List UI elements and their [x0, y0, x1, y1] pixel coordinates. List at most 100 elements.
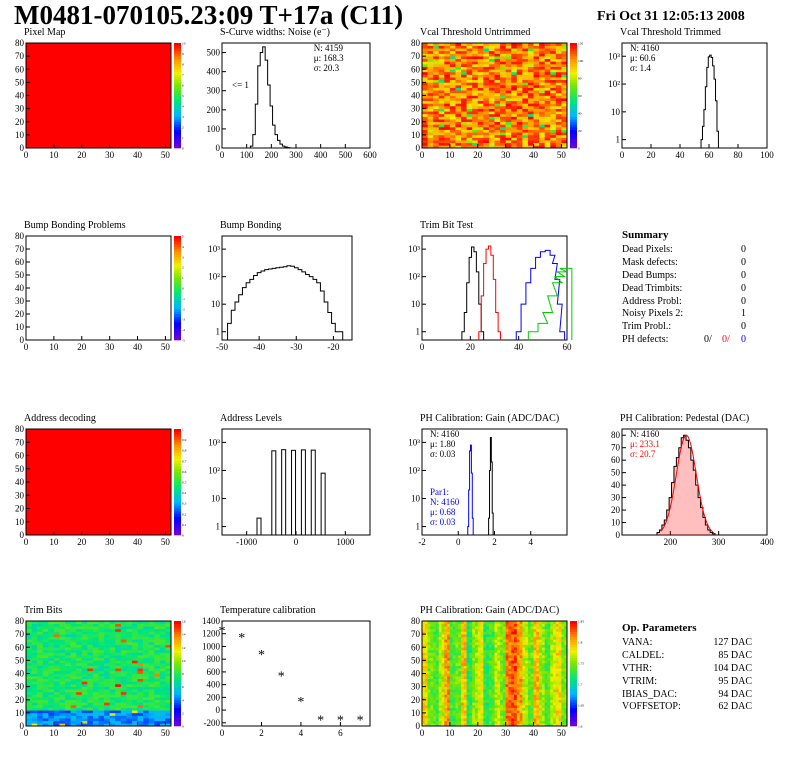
heatmap-cell [461, 689, 465, 693]
heatmap-cell [165, 663, 172, 666]
heatmap-cell [444, 127, 451, 130]
heatmap-cell [466, 663, 470, 666]
heatmap-cell [525, 694, 529, 698]
heatmap-cell [31, 647, 38, 651]
y-tick-label: 50 [411, 655, 421, 665]
heatmap-cell [483, 98, 490, 102]
heatmap-cell [65, 668, 71, 672]
heatmap-cell [438, 113, 445, 117]
heatmap-cell [53, 665, 60, 669]
heatmap-cell [31, 657, 38, 661]
heatmap-cell [561, 64, 568, 67]
heatmap-cell [547, 681, 551, 685]
summary-value: 0 [741, 244, 746, 255]
heatmap-cell [564, 678, 568, 682]
heatmap-cell [466, 113, 473, 117]
heatmap-cell [463, 621, 467, 624]
heatmap-cell [530, 702, 534, 706]
heatmap-cell [555, 634, 559, 638]
heatmap-cell [558, 657, 562, 661]
heatmap-cell [87, 665, 94, 669]
heatmap-cell [455, 108, 462, 112]
heatmap-cell [494, 127, 501, 130]
heatmap-cell [502, 702, 506, 706]
heatmap-cell [53, 639, 60, 643]
x-tick-label: 40 [529, 150, 539, 160]
heatmap-cell [165, 691, 172, 695]
heatmap-cell [527, 626, 532, 630]
heatmap-cell [466, 626, 470, 630]
heatmap-cell [461, 663, 465, 666]
heatmap-cell [483, 53, 490, 57]
heatmap-cell [104, 684, 110, 687]
heatmap-cell [466, 718, 470, 722]
heatmap-cell [98, 634, 105, 638]
heatmap-cell [42, 631, 49, 635]
summary-row: Dead Trimbits: 0 [622, 283, 746, 296]
heatmap-cell [502, 718, 506, 722]
heatmap-cell [87, 642, 94, 645]
heatmap-cell [494, 56, 501, 60]
heatmap-cell [539, 665, 543, 669]
heatmap-cell [466, 74, 473, 78]
heatmap-cell [519, 689, 523, 693]
heatmap-cell [483, 129, 490, 133]
heatmap-cell [455, 684, 459, 687]
heatmap-cell [154, 621, 161, 624]
heatmap-cell [491, 649, 495, 653]
heatmap-cell [126, 676, 133, 680]
heatmap-cell [115, 715, 122, 719]
heatmap-cell [76, 712, 83, 716]
summary-row: Noisy Pixels 2: 1 [622, 308, 746, 321]
heatmap-cell [514, 668, 518, 672]
heatmap-cell [525, 652, 529, 656]
heatmap-cell [422, 108, 428, 112]
heatmap-cell [452, 694, 456, 698]
heatmap-cell [422, 647, 426, 651]
heatmap-cell [81, 697, 88, 701]
heatmap-cell [561, 45, 568, 49]
heatmap-cell [137, 657, 144, 661]
heatmap-cell [536, 697, 540, 701]
heatmap-cell [120, 655, 127, 659]
heatmap-cell [433, 121, 440, 125]
heatmap-cell [126, 670, 133, 674]
heatmap-cell [544, 663, 548, 666]
heatmap-cell [564, 697, 568, 701]
y-tick-label: 80 [411, 616, 421, 626]
heatmap-cell [444, 95, 451, 99]
heatmap-cell [433, 134, 440, 138]
heatmap-cell [48, 649, 55, 653]
heatmap-cell [87, 689, 94, 693]
heatmap-cell [449, 48, 456, 52]
heatmap-cell [516, 56, 523, 60]
heatmap-cell [550, 657, 554, 661]
heatmap-cell [494, 142, 501, 146]
heatmap-cell [427, 113, 434, 117]
colorbar-tick-label: 9 [182, 52, 184, 56]
heatmap-cell [444, 103, 451, 107]
heatmap-cell [511, 140, 518, 144]
heatmap-cell [422, 127, 428, 130]
heatmap-cell [452, 710, 456, 714]
heatmap-cell [483, 673, 487, 677]
heatmap-cell [444, 649, 448, 653]
heatmap-cell [525, 715, 529, 719]
heatmap-cell [505, 657, 509, 661]
heatmap-cell [511, 694, 515, 698]
heatmap-cell [447, 649, 451, 653]
heatmap-cell [550, 53, 557, 57]
heatmap-cell [455, 98, 462, 102]
heatmap-cell [430, 636, 434, 640]
heatmap-cell [120, 647, 127, 651]
heatmap-cell [452, 673, 456, 677]
heatmap-cell [455, 642, 459, 645]
heatmap-cell [505, 92, 512, 96]
colorbar-tick-label: -3 [182, 318, 185, 322]
heatmap-cell [92, 697, 99, 701]
heatmap-cell [109, 699, 116, 703]
heatmap-cell [422, 718, 426, 722]
heatmap-cell [486, 636, 490, 640]
heatmap-cell [115, 660, 122, 664]
heatmap-cell [486, 689, 490, 693]
